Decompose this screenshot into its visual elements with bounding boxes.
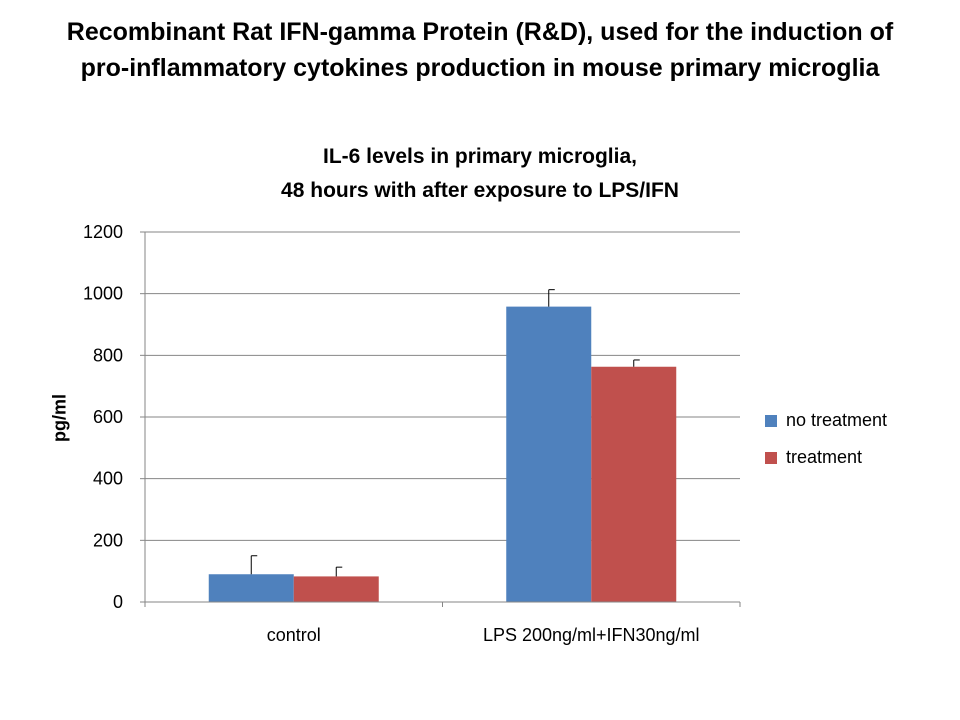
y-tick-label: 600 bbox=[93, 407, 123, 427]
y-tick-label: 800 bbox=[93, 345, 123, 365]
x-category-label: control bbox=[267, 625, 321, 645]
tick-labels: 0 200 400 600 800 1000 1200 control LPS 200ng/ml… bbox=[83, 222, 700, 645]
y-axis-label: pg/ml bbox=[49, 394, 70, 442]
legend-item-treatment: treatment bbox=[765, 439, 887, 476]
slide-title-line-2: pro-inflammatory cytokines production in… bbox=[80, 54, 880, 82]
y-tick-label: 200 bbox=[93, 530, 123, 550]
bars bbox=[208, 289, 677, 602]
bar-no-treatment-1 bbox=[506, 306, 592, 602]
bar-treatment-0 bbox=[293, 576, 379, 602]
bar-treatment-1 bbox=[591, 366, 677, 602]
axes bbox=[140, 231, 741, 607]
legend-item-no-treatment: no treatment bbox=[765, 402, 887, 439]
legend-swatch-no-treatment bbox=[765, 414, 777, 427]
chart-title-line-2: 48 hours with after exposure to LPS/IFN bbox=[281, 179, 679, 202]
y-tick-label: 400 bbox=[93, 469, 123, 489]
y-tick-label: 1200 bbox=[83, 222, 123, 242]
slide-title: Recombinant Rat IFN-gamma Protein (R&D),… bbox=[0, 14, 960, 86]
legend: no treatment treatment bbox=[765, 402, 887, 476]
bar-no-treatment-0 bbox=[208, 574, 294, 602]
legend-label-no-treatment: no treatment bbox=[786, 410, 888, 430]
y-tick-label: 1000 bbox=[83, 284, 123, 304]
chart-title: IL-6 levels in primary microglia, 48 hou… bbox=[180, 140, 780, 208]
legend-label-treatment: treatment bbox=[786, 447, 863, 467]
chart-title-line-1: IL-6 levels in primary microglia, bbox=[323, 145, 637, 168]
x-category-label: LPS 200ng/ml+IFN30ng/ml bbox=[483, 625, 700, 645]
y-tick-label: 0 bbox=[113, 592, 123, 612]
legend-swatch-treatment bbox=[765, 451, 777, 464]
slide-title-line-1: Recombinant Rat IFN-gamma Protein (R&D),… bbox=[66, 18, 894, 46]
